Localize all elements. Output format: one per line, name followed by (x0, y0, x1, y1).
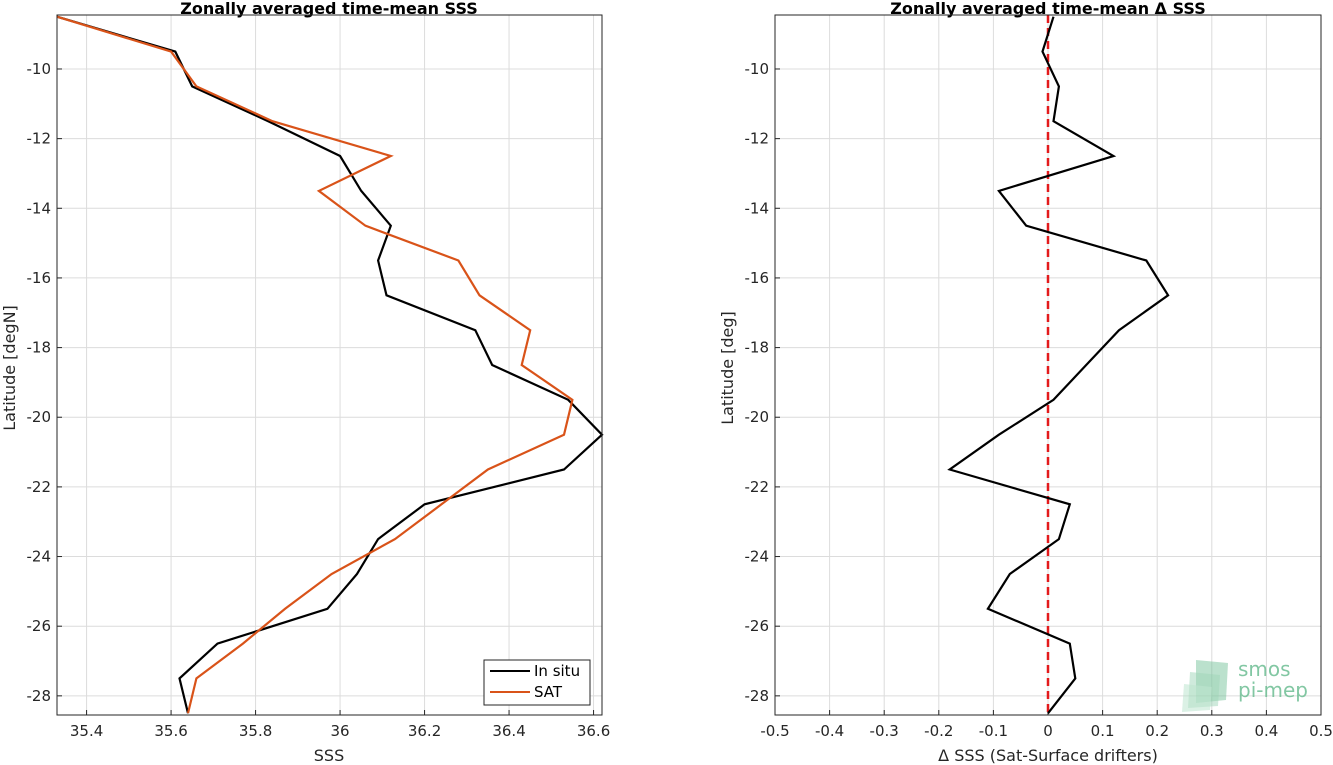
x-tick-label: 0.3 (1200, 722, 1224, 740)
series-group (947, 16, 1170, 714)
delta-sss-chart: Zonally averaged time-mean Δ SSS -0.5 -0.… (718, 0, 1333, 765)
y-tick-label: -28 (27, 687, 52, 705)
x-tick-label: 35.4 (70, 722, 103, 740)
y-tick-label: -24 (745, 548, 770, 566)
y-tick-label: -22 (27, 478, 52, 496)
x-tick-label: -0.4 (815, 722, 844, 740)
legend-label-in-situ: In situ (534, 662, 580, 680)
y-tick-label: -20 (27, 408, 52, 426)
x-axis-label: SSS (314, 746, 344, 765)
legend-label-sat: SAT (534, 683, 563, 701)
series-line-delta-sss (947, 16, 1170, 714)
x-tick-label: 0.2 (1145, 722, 1169, 740)
series-line-sat (56, 15, 574, 714)
y-tick-labels: -10 -12 -14 -16 -18 -20 -22 -24 -26 -28 (745, 60, 770, 705)
x-tick-label: 0 (1043, 722, 1053, 740)
logo-mark (1196, 660, 1228, 703)
logo-mark (1182, 684, 1212, 712)
y-tick-label: -28 (745, 687, 770, 705)
x-tick-label: -0.1 (979, 722, 1008, 740)
x-tick-label: 35.6 (154, 722, 187, 740)
x-tick-label: -0.2 (924, 722, 953, 740)
smos-pi-mep-logo: smos pi-mep (1182, 657, 1308, 712)
x-tick-label: -0.3 (870, 722, 899, 740)
legend-box (483, 659, 591, 706)
grid (57, 15, 602, 715)
plot-frame (774, 14, 1322, 716)
logo-mark (1188, 672, 1220, 708)
x-tick-label: 36.4 (492, 722, 525, 740)
y-tick-label: -16 (745, 269, 770, 287)
logo-text-pi-mep: pi-mep (1238, 678, 1308, 702)
sss-chart: Zonally averaged time-mean SSS 35.4 35.6 3… (0, 0, 610, 765)
x-axis-label: Δ SSS (Sat-Surface drifters) (938, 746, 1158, 765)
x-tick-label: 35.8 (239, 722, 272, 740)
x-tick-labels: 35.4 35.6 35.8 36 36.2 36.4 36.6 (70, 722, 610, 740)
x-tick-label: 0.1 (1091, 722, 1115, 740)
x-tick-label: -0.5 (760, 722, 789, 740)
y-tick-label: -16 (27, 269, 52, 287)
y-tick-label: -24 (27, 548, 52, 566)
y-tick-label: -26 (27, 617, 52, 635)
y-tick-label: -18 (745, 339, 770, 357)
series-group (56, 15, 604, 714)
y-tick-labels: -10 -12 -14 -16 -18 -20 -22 -24 -26 -28 (27, 60, 52, 705)
x-tick-label: 0.5 (1309, 722, 1333, 740)
y-tick-label: -12 (27, 130, 52, 148)
x-tick-label: 36.6 (577, 722, 610, 740)
x-tick-label: 36.2 (408, 722, 441, 740)
plot-frame (56, 14, 603, 716)
x-tick-label: 36 (331, 722, 350, 740)
y-tick-label: -10 (27, 60, 52, 78)
y-tick-label: -22 (745, 478, 770, 496)
y-tick-label: -18 (27, 339, 52, 357)
y-tick-label: -14 (745, 199, 770, 217)
y-tick-label: -20 (745, 408, 770, 426)
y-axis-label: Latitude [deg] (718, 311, 737, 425)
y-tick-label: -14 (27, 199, 52, 217)
chart-title: Zonally averaged time-mean SSS (180, 0, 478, 18)
x-tick-labels: -0.5 -0.4 -0.3 -0.2 -0.1 0 0.1 0.2 0.3 0.4 0.5 (760, 722, 1333, 740)
y-tick-label: -26 (745, 617, 770, 635)
chart-title: Zonally averaged time-mean Δ SSS (890, 0, 1206, 18)
y-tick-label: -12 (745, 130, 770, 148)
series-line-in-situ (56, 15, 604, 714)
legend: In situ SAT (483, 659, 591, 706)
y-tick-label: -10 (745, 60, 770, 78)
y-axis-label: Latitude [degN] (0, 305, 19, 431)
logo-text-smos: smos (1238, 657, 1291, 681)
x-tick-label: 0.4 (1254, 722, 1278, 740)
